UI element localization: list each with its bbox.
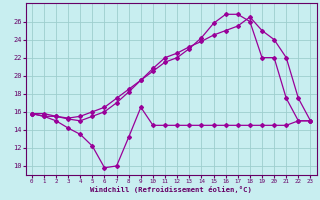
X-axis label: Windchill (Refroidissement éolien,°C): Windchill (Refroidissement éolien,°C)	[90, 186, 252, 193]
